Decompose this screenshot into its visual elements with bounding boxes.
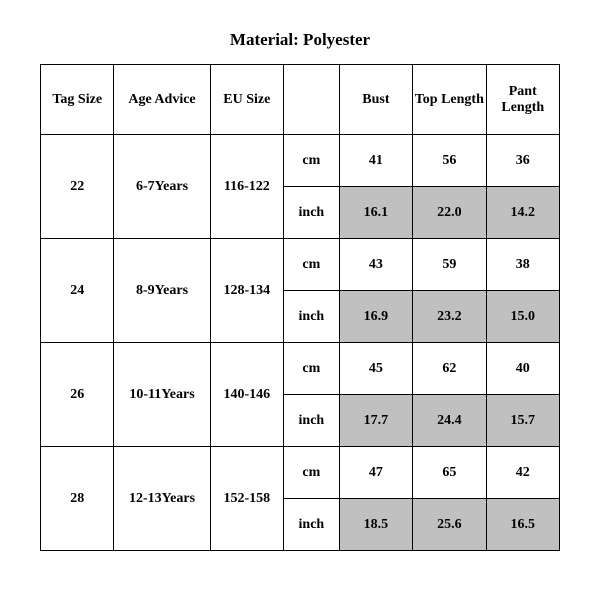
cell-unit-cm: cm	[284, 447, 340, 499]
table-row: 26 10-11Years 140-146 cm 45 62 40	[41, 343, 560, 395]
title: Material: Polyester	[0, 0, 600, 64]
cell-bust-cm: 41	[339, 135, 412, 187]
cell-age-advice: 10-11Years	[114, 343, 210, 447]
cell-eu-size: 116-122	[210, 135, 283, 239]
cell-pant-cm: 36	[486, 135, 559, 187]
cell-pant-cm: 38	[486, 239, 559, 291]
cell-age-advice: 12-13Years	[114, 447, 210, 551]
table-row: 22 6-7Years 116-122 cm 41 56 36	[41, 135, 560, 187]
col-age-advice: Age Advice	[114, 65, 210, 135]
cell-age-advice: 8-9Years	[114, 239, 210, 343]
cell-bust-inch: 18.5	[339, 499, 412, 551]
cell-bust-inch: 17.7	[339, 395, 412, 447]
cell-unit-inch: inch	[284, 187, 340, 239]
table-row: 24 8-9Years 128-134 cm 43 59 38	[41, 239, 560, 291]
cell-top-cm: 56	[413, 135, 486, 187]
col-eu-size: EU Size	[210, 65, 283, 135]
cell-unit-cm: cm	[284, 343, 340, 395]
cell-pant-inch: 15.7	[486, 395, 559, 447]
cell-age-advice: 6-7Years	[114, 135, 210, 239]
cell-tag-size: 28	[41, 447, 114, 551]
col-pant-length: Pant Length	[486, 65, 559, 135]
cell-top-inch: 22.0	[413, 187, 486, 239]
cell-bust-cm: 45	[339, 343, 412, 395]
cell-pant-cm: 42	[486, 447, 559, 499]
table-row: 28 12-13Years 152-158 cm 47 65 42	[41, 447, 560, 499]
cell-eu-size: 140-146	[210, 343, 283, 447]
cell-unit-cm: cm	[284, 239, 340, 291]
cell-bust-cm: 43	[339, 239, 412, 291]
cell-bust-inch: 16.1	[339, 187, 412, 239]
col-top-length: Top Length	[413, 65, 486, 135]
cell-pant-cm: 40	[486, 343, 559, 395]
cell-bust-cm: 47	[339, 447, 412, 499]
cell-eu-size: 128-134	[210, 239, 283, 343]
col-unit	[284, 65, 340, 135]
cell-top-cm: 65	[413, 447, 486, 499]
cell-unit-cm: cm	[284, 135, 340, 187]
cell-top-cm: 62	[413, 343, 486, 395]
col-bust: Bust	[339, 65, 412, 135]
cell-top-cm: 59	[413, 239, 486, 291]
cell-pant-inch: 15.0	[486, 291, 559, 343]
cell-tag-size: 22	[41, 135, 114, 239]
cell-tag-size: 26	[41, 343, 114, 447]
cell-eu-size: 152-158	[210, 447, 283, 551]
cell-pant-inch: 16.5	[486, 499, 559, 551]
table-header-row: Tag Size Age Advice EU Size Bust Top Len…	[41, 65, 560, 135]
cell-unit-inch: inch	[284, 395, 340, 447]
size-table: Tag Size Age Advice EU Size Bust Top Len…	[40, 64, 560, 551]
cell-top-inch: 23.2	[413, 291, 486, 343]
cell-bust-inch: 16.9	[339, 291, 412, 343]
col-tag-size: Tag Size	[41, 65, 114, 135]
cell-unit-inch: inch	[284, 291, 340, 343]
cell-pant-inch: 14.2	[486, 187, 559, 239]
size-table-wrapper: Tag Size Age Advice EU Size Bust Top Len…	[0, 64, 600, 551]
cell-top-inch: 24.4	[413, 395, 486, 447]
cell-top-inch: 25.6	[413, 499, 486, 551]
cell-tag-size: 24	[41, 239, 114, 343]
cell-unit-inch: inch	[284, 499, 340, 551]
